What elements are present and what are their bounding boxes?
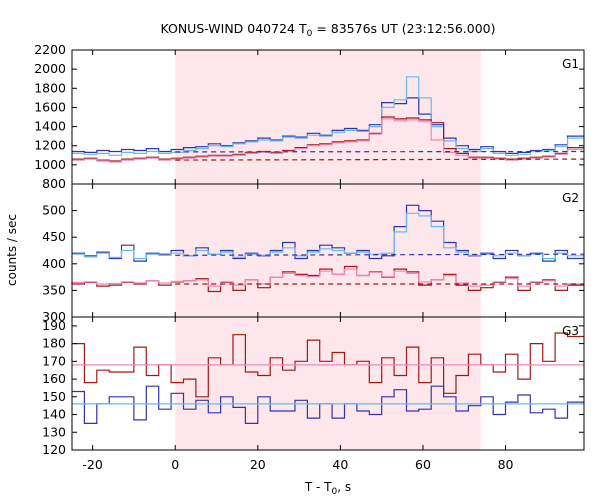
- y-tick-label: 2200: [34, 42, 66, 57]
- x-tick-label: 40: [332, 457, 348, 472]
- panel-g2: 300 350 400 450 500 G2: [42, 183, 585, 324]
- y-tick-label: 170: [42, 353, 66, 368]
- y-tick-label: 1000: [34, 157, 66, 172]
- x-tick-label: 0: [171, 457, 179, 472]
- y-tick-label: 500: [42, 203, 66, 218]
- y-tick-label: 150: [42, 389, 66, 404]
- chart-title-suffix: = 83576s UT (23:12:56.000): [312, 21, 495, 36]
- x-tick-label: 60: [415, 457, 431, 472]
- x-tick-label: 80: [498, 457, 514, 472]
- y-tick-label: 130: [42, 424, 66, 439]
- x-axis-label-subscript: 0: [332, 487, 338, 497]
- panel-g1: 800 1000 1200 1400 1600 1800 2000 2200 G1: [34, 42, 585, 191]
- chart-title-prefix: KONUS-WIND 040724 T: [160, 21, 306, 36]
- chart-title: KONUS-WIND 040724 T0 = 83576s UT (23:12:…: [160, 21, 495, 39]
- shaded-interval: [175, 317, 481, 450]
- y-tick-label: 1400: [34, 119, 66, 134]
- chart-title-subscript: 0: [307, 29, 313, 39]
- y-tick-label: 160: [42, 371, 66, 386]
- chart-panels: 8001000120014001600180020002200G13003504…: [34, 42, 585, 472]
- y-tick-label: 400: [42, 256, 66, 271]
- panel-label: G1: [562, 57, 579, 71]
- y-tick-label: 2000: [34, 61, 66, 76]
- y-tick-label: 190: [42, 318, 66, 333]
- panel-frame: [71, 316, 585, 451]
- x-axis-label-suffix: , s: [337, 480, 351, 494]
- series-dark-blue-step: [72, 385, 584, 424]
- y-tick-label: 450: [42, 229, 66, 244]
- y-tick-label: 1200: [34, 138, 66, 153]
- y-tick-label: 120: [42, 442, 66, 457]
- y-tick-label: 180: [42, 336, 66, 351]
- y-tick-label: 300: [42, 309, 66, 324]
- y-tick-label: 800: [42, 176, 66, 191]
- shaded-interval: [175, 50, 481, 184]
- y-tick-label: 1600: [34, 99, 66, 114]
- x-tick-label: 20: [250, 457, 266, 472]
- panel-label: G3: [562, 324, 579, 338]
- x-tick-label: -20: [82, 457, 102, 472]
- x-axis-label: T - T0, s: [304, 480, 351, 497]
- x-axis-label-prefix: T - T: [304, 480, 332, 494]
- y-tick-label: 350: [42, 282, 66, 297]
- panel-g3: 120 130 140 150 160 170 180 190 -20 0 20 40 60 80 G3: [42, 316, 585, 472]
- y-tick-label: 1800: [34, 80, 66, 95]
- panel-label: G2: [562, 191, 579, 205]
- y-axis-label: counts / sec: [5, 214, 19, 286]
- y-tick-label: 140: [42, 407, 66, 422]
